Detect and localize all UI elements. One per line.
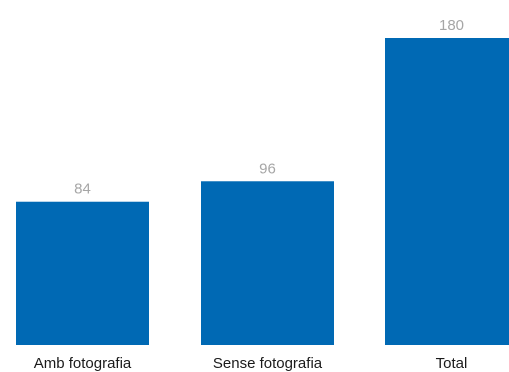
value-labels-group: 84 96 180 <box>74 17 464 198</box>
value-label-0: 84 <box>74 181 91 198</box>
bars-group <box>16 38 509 345</box>
category-label-1: Sense fotografia <box>213 355 323 372</box>
bar-1 <box>201 181 334 345</box>
category-label-0: Amb fotografia <box>34 355 132 372</box>
category-label-2: Total <box>436 355 468 372</box>
value-label-1: 96 <box>259 160 276 177</box>
category-labels-group: Amb fotografia Sense fotografia Total <box>34 355 468 372</box>
value-label-2: 180 <box>439 17 464 34</box>
bar-0 <box>16 201 149 345</box>
bar-2 <box>385 38 509 345</box>
